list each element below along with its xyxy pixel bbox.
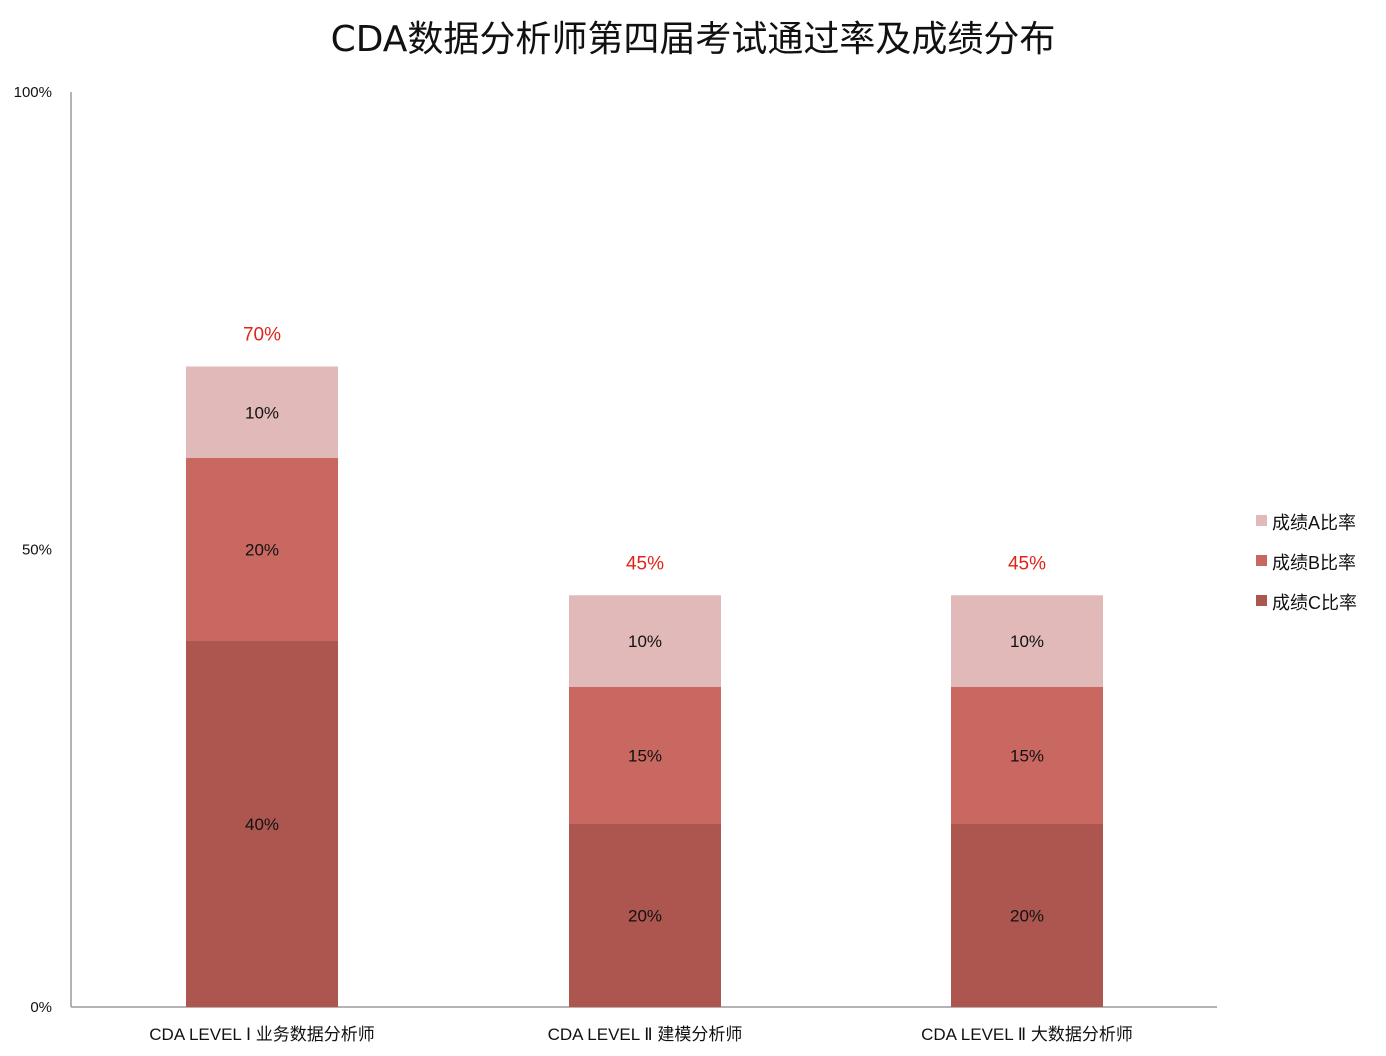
segment-data-label: 40% xyxy=(245,815,279,834)
segment-data-label: 20% xyxy=(628,907,662,926)
bar-segment xyxy=(569,595,721,687)
legend-swatch xyxy=(1256,555,1267,566)
bar-segment xyxy=(186,641,338,1007)
bar-segment xyxy=(186,458,338,641)
segment-data-label: 10% xyxy=(245,403,279,422)
legend-swatch xyxy=(1256,515,1267,526)
data-labels: 40% 20% 10% 70% 20% 15% 10% 45% 20% 15% 10% 45% xyxy=(243,325,1046,926)
legend-label: 成绩C比率 xyxy=(1272,593,1357,613)
bar-segment xyxy=(569,686,721,824)
y-tick-label: 0% xyxy=(30,999,52,1016)
y-tick-label: 50% xyxy=(22,542,52,559)
segment-data-label: 15% xyxy=(628,746,662,765)
bar-segment xyxy=(951,824,1103,1007)
bars xyxy=(186,366,1103,1007)
bar-segment xyxy=(186,366,338,458)
chart-title: CDA数据分析师第四届考试通过率及成绩分布 xyxy=(330,19,1056,60)
segment-data-label: 10% xyxy=(1010,632,1044,651)
segment-data-label: 20% xyxy=(245,541,279,560)
total-data-label: 45% xyxy=(626,553,664,574)
legend-label: 成绩B比率 xyxy=(1272,553,1356,573)
segment-data-label: 20% xyxy=(1010,907,1044,926)
x-tick-label: CDA LEVEL Ⅱ 大数据分析师 xyxy=(921,1025,1133,1044)
legend-label: 成绩A比率 xyxy=(1272,513,1356,533)
x-tick-label: CDA LEVEL Ⅱ 建模分析师 xyxy=(548,1025,743,1044)
bar-segment xyxy=(951,595,1103,687)
total-data-label: 70% xyxy=(243,325,281,346)
legend-swatch xyxy=(1256,595,1267,606)
bar-segment xyxy=(569,824,721,1007)
total-data-label: 45% xyxy=(1008,553,1046,574)
bar-segment xyxy=(951,686,1103,824)
y-tick-label: 100% xyxy=(14,84,52,101)
x-tick-label: CDA LEVEL Ⅰ 业务数据分析师 xyxy=(149,1025,374,1044)
segment-data-label: 10% xyxy=(628,632,662,651)
segment-data-label: 15% xyxy=(1010,746,1044,765)
